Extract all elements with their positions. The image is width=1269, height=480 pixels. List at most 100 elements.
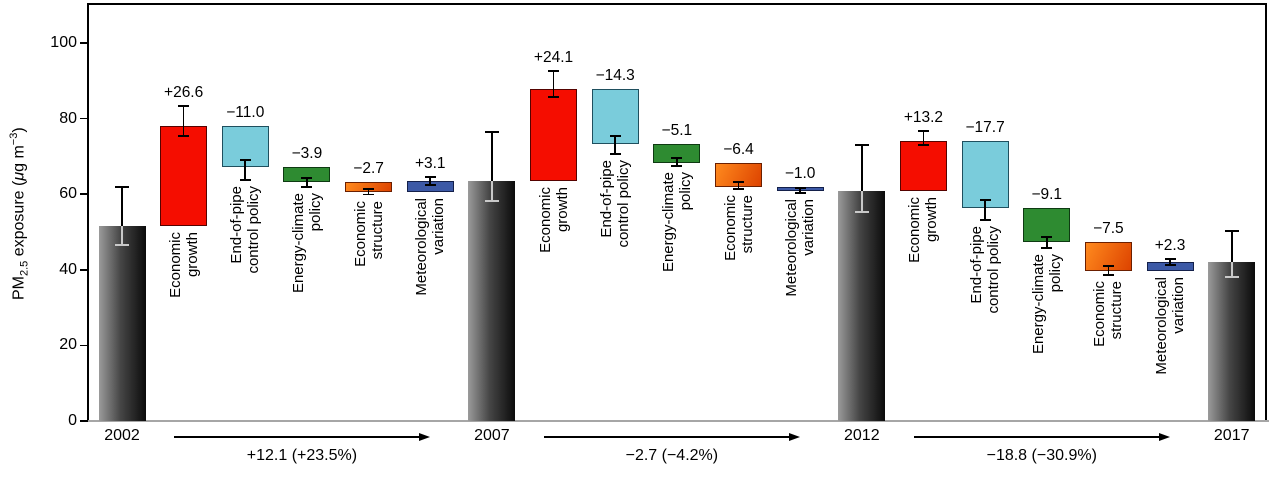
value-label-end-of-pipe-control-policy-2: −14.3 xyxy=(595,67,635,85)
error-bar-cap-bottom xyxy=(609,153,621,156)
error-bar xyxy=(1169,258,1171,266)
bar-end-of-pipe-control-policy-2 xyxy=(591,89,639,144)
error-bar-cap-bottom xyxy=(1041,246,1053,249)
error-bar xyxy=(182,106,185,136)
error-bar-cap-top xyxy=(671,157,683,159)
error-bar xyxy=(614,135,617,155)
error-bar-cap-bottom xyxy=(301,186,313,189)
error-bar-upper xyxy=(491,131,493,181)
error-bar xyxy=(552,70,555,98)
error-bar-lower xyxy=(491,180,493,201)
period-arrow-head-3 xyxy=(1158,432,1170,441)
error-bar-cap-top xyxy=(484,130,499,133)
error-bar-lower xyxy=(860,190,863,212)
category-label-meteorological-variation-3: Meteorological variation xyxy=(1153,276,1188,375)
x-axis-label-2017: 2017 xyxy=(1213,427,1250,444)
error-bar-cap-top xyxy=(239,159,251,162)
error-bar-cap-top xyxy=(1164,257,1176,260)
category-label-energy-climate-policy-1: Energy-climate policy xyxy=(289,193,324,294)
error-bar-upper xyxy=(121,186,123,227)
error-bar-cap-top xyxy=(979,198,991,201)
y-tick-label-60: 60 xyxy=(59,185,77,203)
x-axis-baseline xyxy=(82,420,1269,423)
y-tick-80 xyxy=(79,117,88,120)
value-label-energy-climate-policy-2: −5.1 xyxy=(661,121,693,139)
error-bar-cap-bottom xyxy=(1102,274,1114,276)
error-bar-upper xyxy=(860,145,863,191)
value-label-end-of-pipe-control-policy-3: −17.7 xyxy=(965,118,1005,136)
category-label-economic-structure-1: Economic structure xyxy=(351,200,386,267)
error-bar-cap-bottom xyxy=(794,192,806,194)
error-bar xyxy=(429,176,432,186)
error-bar-cap-bottom xyxy=(548,96,560,98)
value-label-energy-climate-policy-3: −9.1 xyxy=(1031,185,1063,203)
bar-economic-growth-1 xyxy=(160,125,208,227)
y-tick-label-80: 80 xyxy=(59,109,77,127)
x-axis-label-2012: 2012 xyxy=(844,427,880,444)
error-bar-cap-top xyxy=(178,105,190,108)
y-tick-label-0: 0 xyxy=(68,412,77,429)
value-label-economic-growth-3: +13.2 xyxy=(903,109,944,127)
error-bar-cap-bottom xyxy=(1224,276,1239,278)
error-bar xyxy=(984,199,986,220)
period-arrow-line-2 xyxy=(543,436,790,438)
value-label-meteorological-variation-3: +2.3 xyxy=(1154,236,1186,254)
category-label-economic-growth-2: Economic growth xyxy=(536,186,571,253)
error-bar-cap-bottom xyxy=(484,199,499,202)
value-label-economic-growth-1: +26.6 xyxy=(164,84,204,102)
error-bar xyxy=(676,157,678,166)
y-tick-label-20: 20 xyxy=(59,336,77,354)
period-arrow-line-3 xyxy=(913,436,1160,438)
category-label-economic-growth-1: Economic growth xyxy=(166,232,201,299)
y-tick-40 xyxy=(79,268,88,271)
year-bar-2012 xyxy=(838,190,886,421)
year-bar-2017 xyxy=(1208,261,1256,421)
error-bar-cap-bottom xyxy=(178,135,190,137)
period-arrow-head-1 xyxy=(418,432,430,441)
category-label-economic-structure-2: Economic structure xyxy=(721,194,756,261)
value-label-economic-structure-1: −2.7 xyxy=(353,160,384,178)
error-bar xyxy=(1045,237,1048,248)
value-label-end-of-pipe-control-policy-1: −11.0 xyxy=(226,103,265,121)
error-bar-upper xyxy=(1230,231,1233,262)
error-bar-cap-top xyxy=(424,175,436,178)
y-axis-line xyxy=(87,3,89,421)
y-tick-label-40: 40 xyxy=(59,260,77,278)
net-change-label-2: −2.7 (−4.2%) xyxy=(625,447,719,464)
error-bar xyxy=(306,178,308,188)
category-label-meteorological-variation-2: Meteorological variation xyxy=(783,199,818,297)
error-bar-cap-top xyxy=(548,70,560,72)
y-tick-60 xyxy=(79,193,88,196)
error-bar-cap-top xyxy=(1102,265,1114,268)
error-bar xyxy=(367,188,370,195)
net-change-label-3: −18.8 (−30.9%) xyxy=(986,447,1097,464)
value-label-economic-growth-2: +24.1 xyxy=(533,48,574,66)
error-bar-cap-bottom xyxy=(854,211,869,213)
error-bar xyxy=(244,160,247,180)
error-bar-cap-bottom xyxy=(917,144,929,146)
error-bar xyxy=(799,188,801,194)
category-label-energy-climate-policy-2: Energy-climate policy xyxy=(659,171,694,272)
x-axis-label-2007: 2007 xyxy=(474,427,510,444)
error-bar-cap-top xyxy=(609,135,621,137)
error-bar-cap-top xyxy=(115,185,129,188)
bar-economic-growth-3 xyxy=(899,140,947,191)
y-tick-100 xyxy=(79,42,88,44)
value-label-energy-climate-policy-1: −3.9 xyxy=(291,145,323,163)
error-bar xyxy=(1107,266,1110,276)
category-label-end-of-pipe-control-policy-2: End-of-pipe control policy xyxy=(598,160,633,248)
value-label-meteorological-variation-2: −1.0 xyxy=(784,165,816,183)
error-bar-cap-top xyxy=(1041,236,1053,239)
y-tick-label-100: 100 xyxy=(50,34,77,51)
error-bar-cap-bottom xyxy=(671,164,683,167)
bar-economic-growth-2 xyxy=(530,89,578,181)
category-label-end-of-pipe-control-policy-3: End-of-pipe control policy xyxy=(968,225,1003,314)
category-label-economic-growth-3: Economic growth xyxy=(906,196,941,263)
value-label-economic-structure-3: −7.5 xyxy=(1093,220,1124,238)
category-label-economic-structure-3: Economic structure xyxy=(1091,281,1126,347)
error-bar-cap-top xyxy=(733,181,744,183)
plot-frame-right xyxy=(1265,3,1267,421)
error-bar-lower xyxy=(121,226,123,246)
error-bar-cap-bottom xyxy=(1164,264,1176,267)
